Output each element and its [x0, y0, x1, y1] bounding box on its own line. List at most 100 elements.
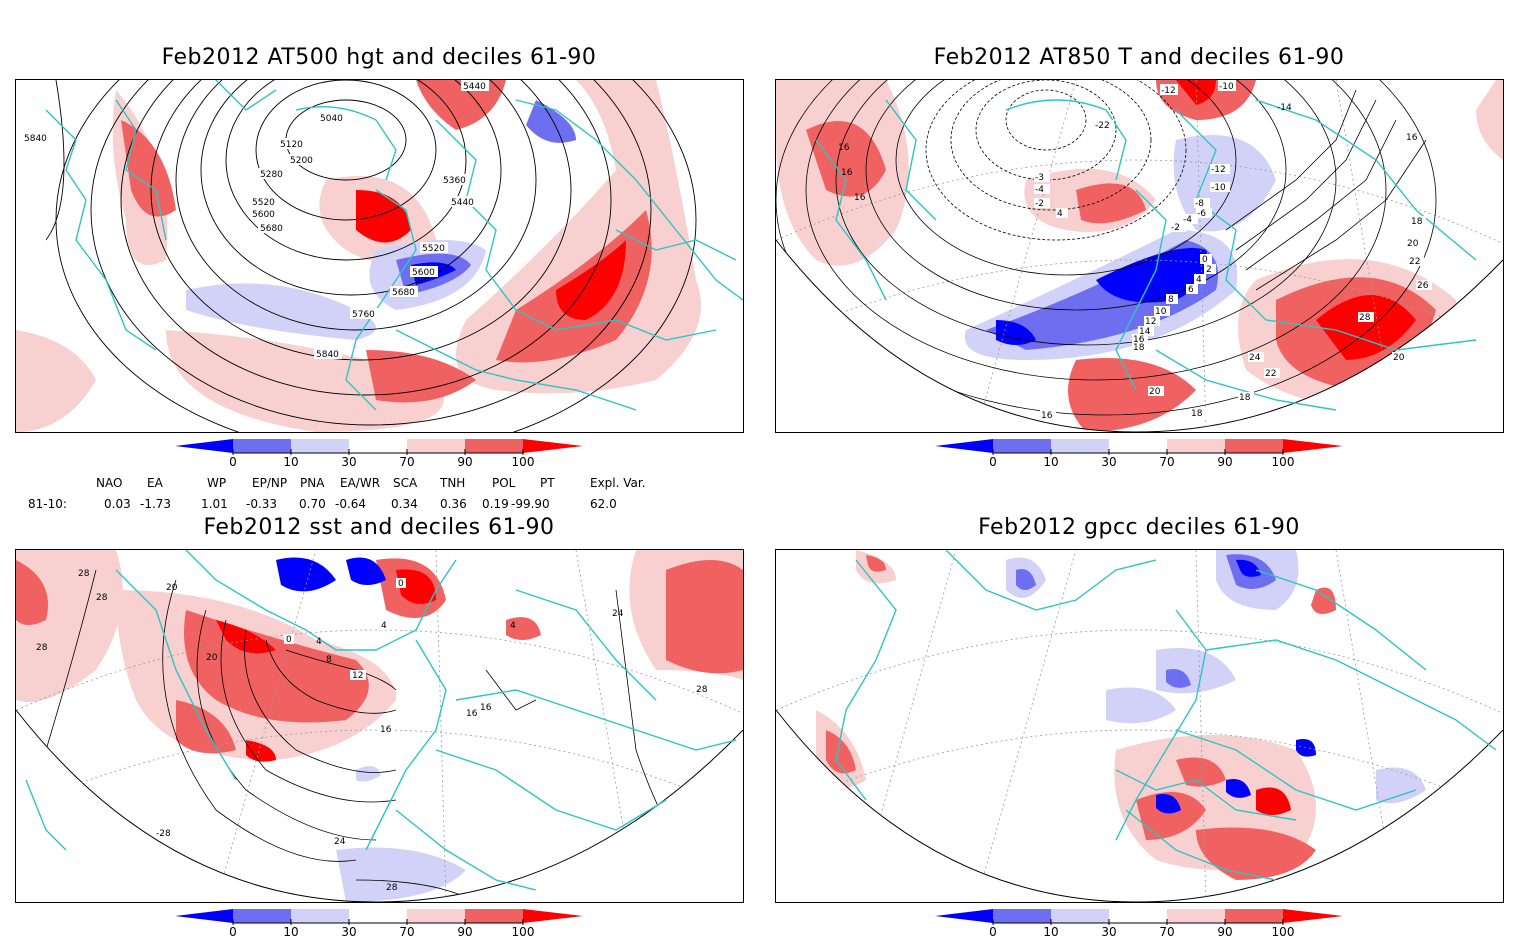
- contour-label: -6: [1197, 209, 1206, 219]
- colorbar-tick-label: 70: [399, 455, 415, 469]
- colorbar-tick-label: 100: [511, 925, 535, 939]
- contour-label: 5440: [463, 82, 486, 92]
- colorbar-tick-label: 70: [399, 925, 415, 939]
- index-value: 0.70: [299, 497, 326, 511]
- contour-label: 28: [78, 569, 90, 579]
- contour-label: 20: [1407, 239, 1419, 249]
- contour-label: 0: [286, 635, 292, 645]
- contour-label: 28: [1359, 313, 1371, 323]
- contour-label: 4: [316, 637, 322, 647]
- contour-label: 16: [480, 703, 492, 713]
- contour-label: 16: [380, 725, 392, 735]
- contour-label: 26: [1417, 281, 1429, 291]
- contour-label: 5520: [422, 244, 445, 254]
- colorbar-svg: [175, 439, 583, 455]
- at500-contour-labels: 5440 5840 5040 5120 5200 5280 5360 5440 …: [24, 80, 489, 360]
- contour-label: -4: [1183, 215, 1192, 225]
- index-value: 1.01: [201, 497, 228, 511]
- contour-label: 6: [1188, 285, 1194, 295]
- contour-label: 5600: [252, 210, 275, 220]
- colorbar-tick-label: 30: [341, 455, 357, 469]
- index-value: -99.90: [511, 497, 550, 511]
- contour-label: 5120: [280, 140, 303, 150]
- contour-label: 24: [334, 837, 346, 847]
- map-at850-svg: -12 -10 -14 16 16 16 16 -3 -22 -4 -2 4 -…: [776, 80, 1503, 432]
- contour-label: -8: [1195, 199, 1204, 209]
- contour-label: 24: [1249, 353, 1261, 363]
- contour-label: 5040: [320, 114, 343, 124]
- colorbar-at500: 0 10 30 70 90 100: [175, 439, 585, 471]
- colorbar-tick-label: 90: [457, 925, 473, 939]
- map-at500-svg: 5440 5840 5040 5120 5200 5280 5360 5440 …: [16, 80, 743, 432]
- contour-label: -22: [1095, 121, 1110, 131]
- contour-label: 18: [1411, 217, 1423, 227]
- index-header: SCA: [393, 476, 418, 490]
- index-value: -1.73: [140, 497, 172, 511]
- index-value: 0.36: [440, 497, 467, 511]
- at850-contour-labels: -12 -10 -14 16 16 16 16 -3 -22 -4 -2 4 -…: [838, 80, 1432, 421]
- contour-label: 5600: [412, 268, 435, 278]
- index-value: -0.33: [246, 497, 278, 511]
- contour-label: 5680: [260, 224, 283, 234]
- contour-label: 20: [1149, 387, 1161, 397]
- index-header: POL: [492, 476, 516, 490]
- contour-label: 4: [1196, 275, 1202, 285]
- colorbar-tick-label: 10: [283, 925, 299, 939]
- contour-label: 20: [206, 653, 218, 663]
- contour-label: 5840: [316, 350, 339, 360]
- sst-contour-labels: 28 20 28 28 0 4 8 12 16 4 0 4 24 16 16 2…: [36, 569, 708, 893]
- colorbar-svg: [175, 909, 583, 925]
- colorbar-svg: [935, 909, 1343, 925]
- map-panel-at850-t: -12 -10 -14 16 16 16 16 -3 -22 -4 -2 4 -…: [775, 79, 1504, 433]
- colorbar-at850: 0 10 30 70 90 100: [935, 439, 1345, 471]
- contour-label: 16: [854, 193, 866, 203]
- colorbar-tick-label: 90: [1217, 925, 1233, 939]
- contour-label: -2: [1171, 223, 1180, 233]
- contour-label: 28: [96, 593, 108, 603]
- colorbar-tick-label: 100: [511, 455, 535, 469]
- index-value: -0.64: [335, 497, 367, 511]
- contour-label: 0: [1202, 255, 1208, 265]
- contour-label: 28: [386, 883, 398, 893]
- index-header: Expl. Var.: [590, 476, 646, 490]
- colorbar-svg: [935, 439, 1343, 455]
- contour-label: 14: [1139, 327, 1151, 337]
- contour-label: -14: [1277, 103, 1292, 113]
- contour-label: 2: [1206, 265, 1212, 275]
- contour-label: 12: [352, 671, 363, 681]
- colorbar-tick-label: 0: [989, 455, 997, 469]
- colorbar-tick-label: 10: [1043, 925, 1059, 939]
- colorbar-tick-label: 90: [1217, 455, 1233, 469]
- contour-label: 5840: [24, 134, 47, 144]
- contour-label: 20: [1393, 353, 1405, 363]
- contour-label: 16: [841, 168, 853, 178]
- map-gpcc-svg: [776, 550, 1503, 902]
- map-panel-sst: 28 20 28 28 0 4 8 12 16 4 0 4 24 16 16 2…: [15, 549, 744, 903]
- colorbar-gpcc: 0 10 30 70 90 100: [935, 909, 1345, 941]
- contour-label: 28: [696, 685, 708, 695]
- contour-label: 4: [1057, 209, 1063, 219]
- contour-label: 5200: [290, 156, 313, 166]
- colorbar-tick-label: 90: [457, 455, 473, 469]
- colorbar-tick-label: 100: [1271, 455, 1295, 469]
- contour-label: -28: [156, 829, 171, 839]
- index-value: 0.03: [104, 497, 131, 511]
- colorbar-tick-label: 100: [1271, 925, 1295, 939]
- contour-label: 16: [1406, 133, 1418, 143]
- contour-label: 5760: [352, 310, 375, 320]
- colorbar-sst: 0 10 30 70 90 100: [175, 909, 585, 941]
- contour-label: 18: [1133, 343, 1145, 353]
- contour-label: 24: [612, 609, 624, 619]
- contour-label: 5360: [443, 176, 466, 186]
- index-header: TNH: [440, 476, 466, 490]
- contour-label: 22: [1409, 257, 1420, 267]
- contour-label: 8: [326, 655, 332, 665]
- contour-label: 12: [1145, 317, 1156, 327]
- colorbar-tick-label: 70: [1159, 455, 1175, 469]
- contour-label: 18: [1191, 409, 1203, 419]
- index-row-label: 81-10:: [28, 497, 67, 511]
- panel-2-title: Feb2012 AT850 T and deciles 61-90: [933, 45, 1345, 70]
- colorbar-tick-label: 0: [229, 925, 237, 939]
- contour-label: 0: [398, 579, 404, 589]
- colorbar-tick-label: 30: [1101, 455, 1117, 469]
